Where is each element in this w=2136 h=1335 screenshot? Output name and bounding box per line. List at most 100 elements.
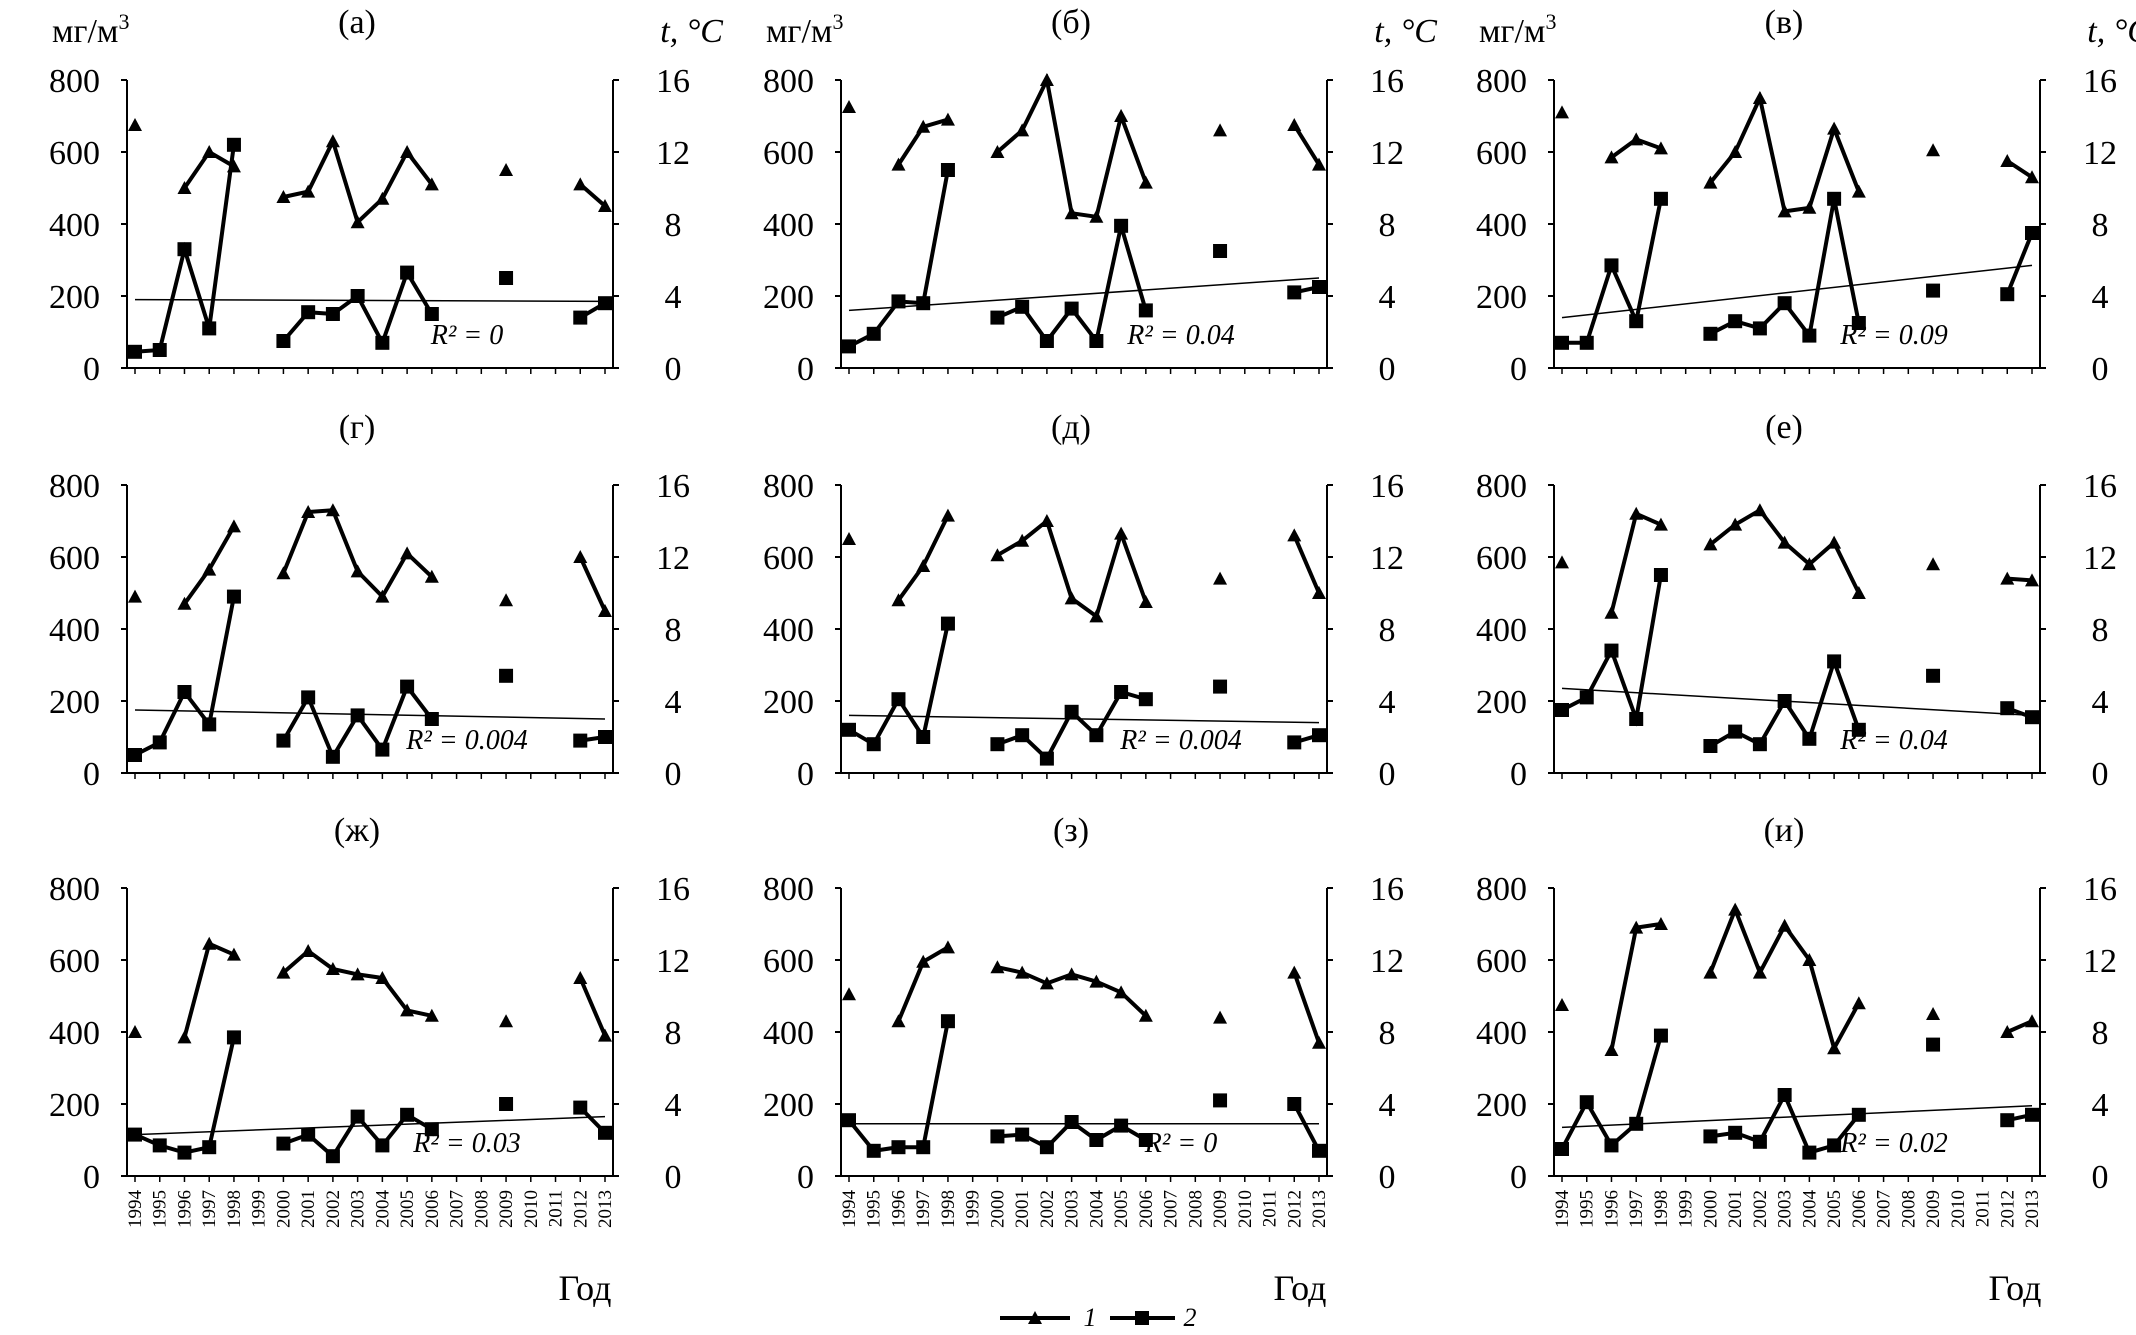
temperature-point-1998 — [940, 508, 955, 522]
right-tick-label: 4 — [665, 1087, 682, 1124]
concentration-point-2009 — [499, 1097, 514, 1111]
left-tick-label: 0 — [83, 351, 100, 388]
x-tick-label-1994: 1994 — [839, 1190, 860, 1229]
temperature-point-1997 — [202, 936, 217, 950]
concentration-point-1994 — [1555, 703, 1569, 717]
concentration-point-1996 — [1604, 1138, 1619, 1153]
concentration-line — [134, 596, 236, 757]
temperature-point-2004 — [1089, 209, 1104, 223]
r-squared-label: R² = 0.004 — [405, 725, 527, 756]
concentration-point-2004 — [1089, 334, 1104, 348]
concentration-point-2012 — [573, 733, 588, 748]
left-tick-label: 200 — [763, 684, 814, 721]
left-tick-label: 600 — [1476, 135, 1527, 172]
temperature-point-1998 — [226, 947, 241, 961]
temperature-point-1996 — [177, 181, 192, 194]
concentration-point-2009 — [499, 271, 514, 285]
temperature-point-1996 — [177, 1030, 192, 1044]
temperature-point-2003 — [350, 967, 365, 981]
concentration-point-2002 — [1752, 1134, 1767, 1149]
panel-title: (д) — [1051, 409, 1091, 446]
x-tick-label-2009: 2009 — [496, 1190, 517, 1228]
concentration-point-2002 — [1039, 1140, 1054, 1155]
right-tick-label: 16 — [656, 63, 690, 100]
temperature-point-2004 — [375, 971, 390, 984]
x-tick-label-1999: 1999 — [963, 1190, 984, 1228]
concentration-point-2009 — [1926, 283, 1941, 298]
x-tick-label-2004: 2004 — [372, 1190, 393, 1229]
right-tick-label: 16 — [656, 871, 690, 908]
temperature-point-2006 — [1851, 184, 1866, 198]
x-tick-label-2008: 2008 — [1185, 1190, 1206, 1228]
right-tick-label: 0 — [2092, 351, 2109, 388]
concentration-point-2006 — [1138, 1133, 1153, 1147]
right-tick-label: 0 — [2092, 1159, 2109, 1196]
x-tick-label-1998: 1998 — [1651, 1190, 1672, 1228]
concentration-line — [996, 225, 1148, 346]
concentration-point-1994 — [128, 748, 142, 762]
left-tick-label: 0 — [797, 351, 814, 388]
panel-title: (в) — [1765, 4, 1804, 41]
concentration-point-2009 — [1926, 1037, 1941, 1052]
temperature-point-2001 — [301, 944, 316, 957]
right-tick-label: 12 — [1370, 135, 1404, 172]
right-tick-label: 0 — [665, 756, 682, 793]
concentration-point-1997 — [202, 1140, 217, 1155]
temperature-point-1994 — [1555, 105, 1569, 119]
left-axis-unit: мг/м3 — [766, 9, 843, 50]
concentration-point-2005 — [1827, 1138, 1842, 1153]
temperature-line — [1292, 971, 1321, 1044]
concentration-point-2012 — [573, 310, 588, 325]
temperature-point-2000 — [276, 190, 291, 203]
concentration-point-2002 — [1752, 321, 1767, 336]
concentration-point-2002 — [325, 1149, 340, 1164]
right-tick-label: 8 — [665, 612, 682, 649]
x-tick-label-2012: 2012 — [1284, 1190, 1305, 1228]
right-tick-label: 4 — [2092, 1087, 2109, 1124]
concentration-point-2013 — [2025, 710, 2039, 725]
x-tick-label-2008: 2008 — [471, 1190, 492, 1228]
temperature-point-2000 — [276, 566, 291, 580]
concentration-point-1998 — [1653, 191, 1668, 206]
left-tick-label: 400 — [49, 207, 100, 244]
temperature-point-2013 — [1312, 586, 1326, 599]
temperature-point-2004 — [1802, 953, 1817, 966]
concentration-point-2006 — [424, 1122, 439, 1137]
temperature-point-2002 — [1752, 503, 1767, 517]
temperature-point-2002 — [325, 962, 340, 975]
concentration-point-2005 — [1827, 654, 1842, 669]
concentration-point-2006 — [1851, 1107, 1866, 1122]
concentration-line — [134, 1036, 236, 1155]
x-tick-label-2009: 2009 — [1923, 1190, 1944, 1228]
temperature-point-1996 — [177, 596, 192, 610]
temperature-point-2006 — [424, 569, 439, 583]
temperature-point-1998 — [226, 519, 241, 533]
temperature-point-2013 — [598, 1028, 612, 1042]
left-tick-label: 200 — [1476, 1087, 1527, 1124]
concentration-line — [847, 623, 950, 747]
x-tick-label-2000: 2000 — [273, 1190, 294, 1228]
right-tick-label: 0 — [665, 351, 682, 388]
temperature-line — [896, 514, 950, 602]
right-tick-label: 8 — [665, 1015, 682, 1052]
temperature-line — [1292, 534, 1321, 594]
left-tick-label: 0 — [1510, 351, 1527, 388]
temperature-point-2012 — [1287, 965, 1302, 979]
temperature-point-2009 — [1926, 557, 1941, 571]
temperature-point-2003 — [350, 215, 365, 229]
temperature-point-2006 — [424, 177, 439, 191]
left-tick-label: 400 — [763, 612, 814, 649]
temperature-point-1996 — [1604, 605, 1619, 619]
left-tick-label: 400 — [49, 612, 100, 649]
concentration-point-2005 — [1114, 685, 1129, 699]
panel-7: 0 200 400 600 800 0 4 8 12 16 1994 1995 1996 1997 1998… — [49, 812, 690, 1228]
temperature-point-2002 — [1039, 514, 1054, 527]
temperature-point-1994 — [128, 118, 142, 131]
concentration-point-2009 — [1213, 244, 1228, 258]
left-tick-label: 600 — [49, 943, 100, 980]
right-tick-label: 16 — [1370, 468, 1404, 505]
concentration-point-2003 — [1064, 301, 1079, 316]
left-axis-unit: мг/м3 — [52, 9, 129, 50]
x-tick-label-2003: 2003 — [1775, 1190, 1796, 1228]
left-tick-label: 600 — [763, 540, 814, 577]
